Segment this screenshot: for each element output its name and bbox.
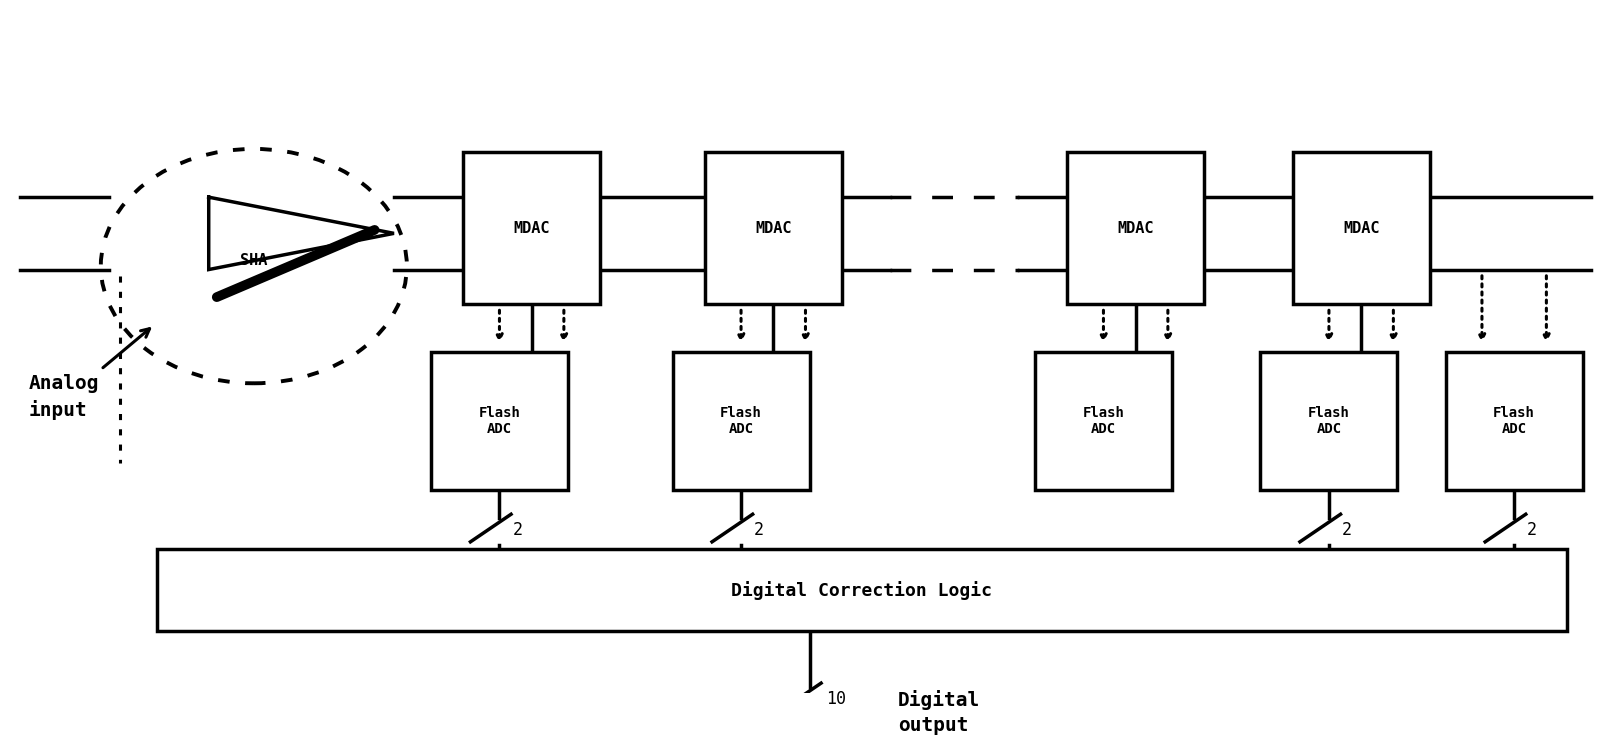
Text: Flash
ADC: Flash ADC [720,406,763,436]
Text: Flash
ADC: Flash ADC [479,406,520,436]
Text: MDAC: MDAC [754,221,792,236]
FancyBboxPatch shape [1292,152,1430,304]
Text: 2: 2 [1527,521,1536,539]
Text: 2: 2 [512,521,523,539]
Text: 2: 2 [1342,521,1352,539]
Text: Digital
output: Digital output [899,690,981,735]
FancyBboxPatch shape [1035,353,1172,490]
FancyBboxPatch shape [157,549,1567,631]
Text: 10: 10 [826,690,845,708]
Text: MDAC: MDAC [1117,221,1154,236]
Text: Flash
ADC: Flash ADC [1493,406,1535,436]
Text: MDAC: MDAC [1342,221,1379,236]
FancyBboxPatch shape [431,353,568,490]
FancyBboxPatch shape [1067,152,1205,304]
FancyBboxPatch shape [1446,353,1583,490]
Text: Flash
ADC: Flash ADC [1308,406,1350,436]
FancyBboxPatch shape [704,152,842,304]
Text: Flash
ADC: Flash ADC [1083,406,1124,436]
Text: SHA: SHA [240,253,267,269]
Text: MDAC: MDAC [513,221,550,236]
FancyBboxPatch shape [463,152,601,304]
FancyBboxPatch shape [672,353,810,490]
Text: Digital Correction Logic: Digital Correction Logic [732,581,992,600]
Text: Analog
input: Analog input [28,375,99,420]
Text: 2: 2 [754,521,764,539]
FancyBboxPatch shape [1261,353,1397,490]
